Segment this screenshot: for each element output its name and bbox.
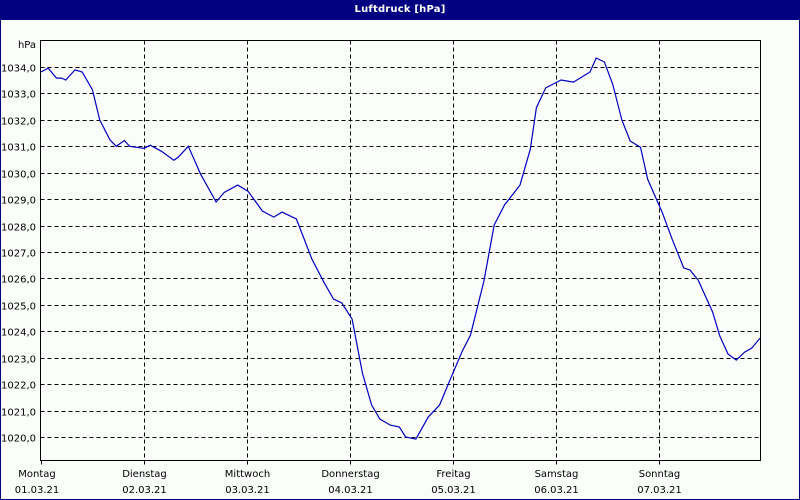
- x-tick-day-label: Freitag: [436, 469, 470, 480]
- y-tick-label: 1023,0: [1, 355, 36, 366]
- x-tick-day-label: Montag: [18, 469, 55, 480]
- x-tick-day-label: Donnerstag: [321, 469, 379, 480]
- x-tick-date-label: 04.03.21: [328, 485, 373, 496]
- y-tick-label: 1031,0: [1, 143, 36, 154]
- x-tick-date-label: 07.03.21: [637, 485, 682, 496]
- y-tick-label: 1026,0: [1, 275, 36, 286]
- x-tick-date-label: 01.03.21: [15, 485, 60, 496]
- x-axis: Montag 01.03.21 Dienstag 02.03.21 Mittwoch 03…: [15, 460, 682, 496]
- y-tick-label: 1025,0: [1, 302, 36, 313]
- y-tick-label: 1032,0: [1, 117, 36, 128]
- x-tick-day-label: Mittwoch: [225, 469, 270, 480]
- x-tick-date-label: 03.03.21: [225, 485, 270, 496]
- x-tick-day-label: Dienstag: [122, 469, 167, 480]
- y-tick-label: 1028,0: [1, 223, 36, 234]
- y-tick-label: 1024,0: [1, 328, 36, 339]
- y-axis-unit-label: hPa: [18, 40, 36, 51]
- plot-area: [40, 40, 761, 461]
- y-tick-label: 1030,0: [1, 170, 36, 181]
- x-tick-date-label: 06.03.21: [534, 485, 579, 496]
- x-tick-date-label: 02.03.21: [122, 485, 167, 496]
- chart-title: Luftdruck [hPa]: [0, 0, 800, 20]
- y-tick-label: 1022,0: [1, 381, 36, 392]
- x-tick-day-label: Samstag: [535, 469, 579, 480]
- y-tick-label: 1033,0: [1, 90, 36, 101]
- y-axis: 1020,0 1021,0 1022,0 1023,0 1024,0 1025,0 1026…: [1, 64, 36, 445]
- y-tick-label: 1021,0: [1, 408, 36, 419]
- x-tick-date-label: 05.03.21: [431, 485, 476, 496]
- y-tick-label: 1027,0: [1, 249, 36, 260]
- pressure-series-line: [40, 57, 761, 440]
- y-tick-label: 1020,0: [1, 434, 36, 445]
- y-tick-label: 1029,0: [1, 196, 36, 207]
- chart-grid: [40, 40, 761, 461]
- x-tick-day-label: Sonntag: [639, 469, 681, 480]
- y-tick-label: 1034,0: [1, 64, 36, 75]
